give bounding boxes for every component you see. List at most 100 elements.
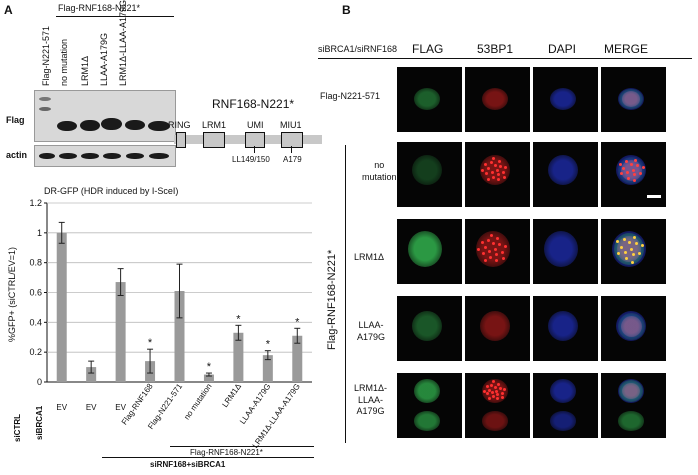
focus xyxy=(632,179,636,183)
focus xyxy=(624,250,628,254)
focus xyxy=(499,164,503,168)
significance-star: * xyxy=(295,316,300,328)
micrograph-flag xyxy=(397,296,462,361)
group-label-sictrl: siCTRL xyxy=(13,414,22,442)
focus xyxy=(632,235,636,239)
actin-blot xyxy=(34,145,176,167)
x-category-label: LRM1Δ xyxy=(220,381,243,409)
x-category-label: no mutation xyxy=(182,382,213,421)
nucleus xyxy=(548,311,578,341)
focus xyxy=(637,251,641,255)
focus xyxy=(636,164,640,168)
bar xyxy=(233,332,244,382)
y-tick-label: 0.6 xyxy=(29,288,42,298)
focus xyxy=(498,386,502,390)
focus xyxy=(502,176,506,180)
focus xyxy=(484,258,488,262)
blot-band xyxy=(39,97,51,101)
x-category-label: EV xyxy=(86,403,97,412)
micrograph-merge xyxy=(601,219,666,284)
micrograph-dapi xyxy=(533,219,598,284)
nucleus xyxy=(482,88,508,110)
group-label-sibrca1: siBRCA1 xyxy=(35,405,44,440)
blot-band xyxy=(126,153,144,159)
nucleus xyxy=(617,236,641,262)
micrograph-merge xyxy=(601,142,666,207)
micrograph-53bp1 xyxy=(465,373,530,438)
domain-label-lrm1: LRM1 xyxy=(202,120,227,130)
focus xyxy=(634,158,638,162)
group-label-sirnf168: siRNF168+siBRCA1 xyxy=(150,460,226,469)
micrograph-merge xyxy=(601,296,666,361)
blot-band xyxy=(59,153,77,159)
domain-label-umi: UMI xyxy=(247,120,264,130)
nucleus xyxy=(480,155,510,185)
focus xyxy=(501,395,505,399)
bar xyxy=(86,367,97,382)
focus xyxy=(492,380,496,384)
micrograph-53bp1 xyxy=(465,219,530,284)
significance-star: * xyxy=(236,313,241,325)
nucleus xyxy=(412,311,442,341)
blot-band xyxy=(39,153,55,159)
focus xyxy=(616,252,620,256)
focus xyxy=(629,163,633,167)
mutation-label: A179 xyxy=(283,155,302,164)
focus xyxy=(500,391,504,395)
focus xyxy=(484,246,488,250)
focus xyxy=(625,160,629,164)
focus xyxy=(628,241,632,245)
nucleus xyxy=(482,379,508,403)
focus xyxy=(504,166,508,170)
blot-band xyxy=(149,153,169,159)
row-label-n221-571: Flag-N221-571 xyxy=(320,91,381,101)
domain-label-miu1: MIU1 xyxy=(280,120,302,130)
domain-label-ring: RING xyxy=(168,120,191,130)
flag-blot xyxy=(34,90,176,142)
nucleus xyxy=(621,382,641,400)
focus xyxy=(491,241,495,245)
focus xyxy=(491,391,495,395)
focus xyxy=(502,387,506,391)
focus xyxy=(481,251,485,255)
focus xyxy=(496,178,500,182)
row-label-lrm1-llaa: LRM1Δ- LLAA- A179G xyxy=(354,383,388,417)
bar xyxy=(262,355,273,382)
micrograph-53bp1 xyxy=(465,142,530,207)
nucleus xyxy=(476,231,510,267)
micrograph-dapi xyxy=(533,67,598,132)
focus xyxy=(496,172,500,176)
y-tick-label: 0.8 xyxy=(29,258,42,268)
focus xyxy=(481,241,485,245)
blot-row-label-flag: Flag xyxy=(6,115,25,125)
focus xyxy=(490,383,494,387)
mutation-tick xyxy=(254,146,255,153)
domain-ring xyxy=(176,132,186,148)
focus xyxy=(481,169,485,172)
bar xyxy=(115,282,126,382)
column-header-dapi: DAPI xyxy=(548,42,577,56)
focus xyxy=(503,244,507,248)
focus xyxy=(501,256,505,260)
focus xyxy=(495,168,499,172)
x-category-label: EV xyxy=(56,403,67,412)
bar xyxy=(203,374,214,382)
column-header-flag: FLAG xyxy=(412,42,444,56)
micrograph-flag xyxy=(397,219,462,284)
focus xyxy=(619,246,623,249)
row-label-llaa: LLAA- A179G xyxy=(357,320,386,342)
focus xyxy=(487,396,491,400)
focus xyxy=(635,242,639,246)
header-rule xyxy=(318,58,692,59)
blot-band xyxy=(39,107,51,111)
focus xyxy=(500,251,504,255)
focus xyxy=(485,385,489,389)
nucleus xyxy=(548,155,578,185)
micrograph-flag xyxy=(397,373,462,438)
focus xyxy=(501,171,505,175)
domain-lrm1 xyxy=(203,132,225,148)
micrograph-flag xyxy=(397,67,462,132)
focus xyxy=(641,165,645,169)
y-tick-label: 0 xyxy=(37,377,42,387)
y-tick-label: 1.2 xyxy=(29,198,42,208)
